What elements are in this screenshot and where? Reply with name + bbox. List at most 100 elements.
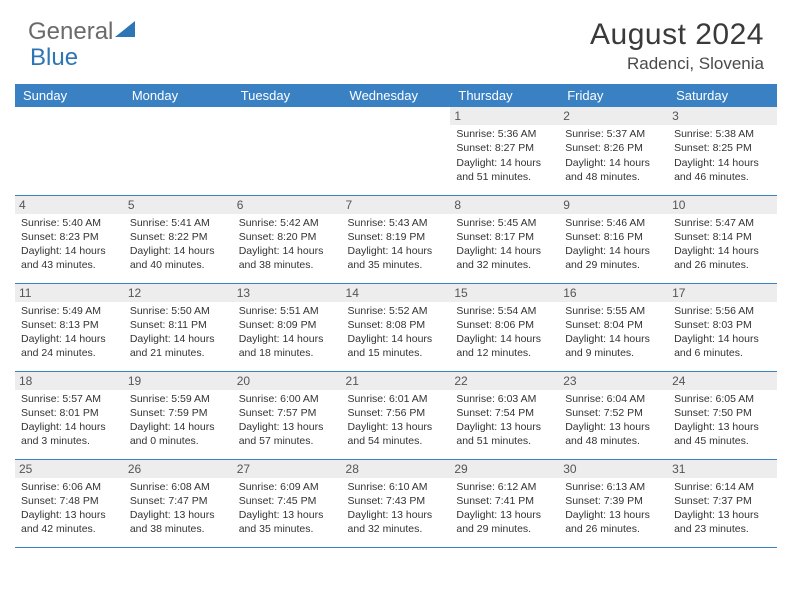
calendar-day-cell: 24Sunrise: 6:05 AMSunset: 7:50 PMDayligh… xyxy=(668,371,777,459)
daylight-line: Daylight: 14 hours and 51 minutes. xyxy=(456,156,553,184)
daylight-line: Daylight: 14 hours and 43 minutes. xyxy=(21,244,118,272)
sunset-line: Sunset: 8:11 PM xyxy=(130,318,227,332)
calendar-week-row: 4Sunrise: 5:40 AMSunset: 8:23 PMDaylight… xyxy=(15,195,777,283)
calendar-day-cell: 29 Sunrise: 6:12 AMSunset: 7:41 PMDayligh… xyxy=(450,459,559,547)
logo: General xyxy=(28,18,135,46)
daylight-line: Daylight: 14 hours and 9 minutes. xyxy=(565,332,662,360)
sunset-line: Sunset: 7:57 PM xyxy=(239,406,336,420)
weekday-header: Monday xyxy=(124,84,233,107)
sunrise-line: Sunrise: 6:05 AM xyxy=(674,392,771,406)
sunset-line: Sunset: 8:08 PM xyxy=(348,318,445,332)
sunrise-line: Sunrise: 6:00 AM xyxy=(239,392,336,406)
logo-text-general: General xyxy=(28,18,113,46)
sunset-line: Sunset: 8:20 PM xyxy=(239,230,336,244)
day-number: 24 xyxy=(668,372,777,390)
day-number: 7 xyxy=(342,196,451,214)
weekday-header: Thursday xyxy=(450,84,559,107)
sunrise-line: Sunrise: 6:10 AM xyxy=(348,480,445,494)
triangle-icon xyxy=(115,21,135,37)
sunset-line: Sunset: 7:59 PM xyxy=(130,406,227,420)
calendar-day-cell: 25Sunrise: 6:06 AMSunset: 7:48 PMDayligh… xyxy=(15,459,124,547)
daylight-line: Daylight: 14 hours and 18 minutes. xyxy=(239,332,336,360)
day-number: 19 xyxy=(124,372,233,390)
calendar-day-cell xyxy=(15,107,124,195)
calendar-week-row: 18 Sunrise: 5:57 AMSunset: 8:01 PM Dayligh… xyxy=(15,371,777,459)
daylight-line: Daylight: 14 hours and 21 minutes. xyxy=(130,332,227,360)
calendar-day-cell: 9Sunrise: 5:46 AMSunset: 8:16 PMDaylight… xyxy=(559,195,668,283)
sunset-line: Sunset: 7:52 PM xyxy=(565,406,662,420)
sunset-line: Sunset: 8:27 PM xyxy=(456,141,553,155)
daylight-line: Daylight: 14 hours and 6 minutes. xyxy=(674,332,771,360)
day-number: 18 xyxy=(15,372,124,390)
daylight-line: Daylight: 13 hours and 29 minutes. xyxy=(456,508,553,536)
calendar-day-cell: 20Sunrise: 6:00 AMSunset: 7:57 PMDayligh… xyxy=(233,371,342,459)
sunset-line: Sunset: 8:19 PM xyxy=(348,230,445,244)
calendar-day-cell: 21Sunrise: 6:01 AMSunset: 7:56 PMDayligh… xyxy=(342,371,451,459)
calendar-day-cell: 1Sunrise: 5:36 AMSunset: 8:27 PMDaylight… xyxy=(450,107,559,195)
daylight-line: Daylight: 13 hours and 42 minutes. xyxy=(21,508,118,536)
page-header: General August 2024 Radenci, Slovenia xyxy=(0,0,792,84)
daylight-line: Daylight: 14 hours and 0 minutes. xyxy=(130,420,227,448)
daylight-line: Daylight: 13 hours and 54 minutes. xyxy=(348,420,445,448)
sunset-line: Sunset: 8:03 PM xyxy=(674,318,771,332)
day-number: 31 xyxy=(668,460,777,478)
calendar-week-row: 25Sunrise: 6:06 AMSunset: 7:48 PMDayligh… xyxy=(15,459,777,547)
sunrise-line: Sunrise: 5:41 AM xyxy=(130,216,227,230)
sunrise-line: Sunrise: 5:51 AM xyxy=(239,304,336,318)
calendar-day-cell xyxy=(233,107,342,195)
calendar-day-cell: 28Sunrise: 6:10 AMSunset: 7:43 PMDayligh… xyxy=(342,459,451,547)
calendar-week-row: 11Sunrise: 5:49 AMSunset: 8:13 PMDayligh… xyxy=(15,283,777,371)
calendar-day-cell: 11Sunrise: 5:49 AMSunset: 8:13 PMDayligh… xyxy=(15,283,124,371)
day-number: 5 xyxy=(124,196,233,214)
sunset-line: Sunset: 7:54 PM xyxy=(456,406,553,420)
calendar-day-cell: 30Sunrise: 6:13 AMSunset: 7:39 PMDayligh… xyxy=(559,459,668,547)
day-number: 21 xyxy=(342,372,451,390)
day-number: 10 xyxy=(668,196,777,214)
weekday-header-row: SundayMondayTuesdayWednesdayThursdayFrid… xyxy=(15,84,777,107)
sunset-line: Sunset: 8:01 PM xyxy=(21,406,118,420)
sunrise-line: Sunrise: 5:56 AM xyxy=(674,304,771,318)
sunrise-line: Sunrise: 5:52 AM xyxy=(348,304,445,318)
daylight-line: Daylight: 13 hours and 26 minutes. xyxy=(565,508,662,536)
sunset-line: Sunset: 8:16 PM xyxy=(565,230,662,244)
calendar-day-cell: 15Sunrise: 5:54 AMSunset: 8:06 PMDayligh… xyxy=(450,283,559,371)
sunset-line: Sunset: 7:43 PM xyxy=(348,494,445,508)
sunset-line: Sunset: 8:17 PM xyxy=(456,230,553,244)
sunrise-line: Sunrise: 5:46 AM xyxy=(565,216,662,230)
sunrise-line: Sunrise: 6:12 AM xyxy=(456,480,553,494)
calendar-week-row: 1Sunrise: 5:36 AMSunset: 8:27 PMDaylight… xyxy=(15,107,777,195)
weekday-header: Sunday xyxy=(15,84,124,107)
sunrise-line: Sunrise: 5:55 AM xyxy=(565,304,662,318)
day-number: 12 xyxy=(124,284,233,302)
sunrise-line: Sunrise: 6:04 AM xyxy=(565,392,662,406)
calendar-day-cell xyxy=(342,107,451,195)
weekday-header: Wednesday xyxy=(342,84,451,107)
daylight-line: Daylight: 14 hours and 24 minutes. xyxy=(21,332,118,360)
daylight-line: Daylight: 13 hours and 45 minutes. xyxy=(674,420,771,448)
daylight-line: Daylight: 14 hours and 46 minutes. xyxy=(674,156,771,184)
daylight-line: Daylight: 13 hours and 38 minutes. xyxy=(130,508,227,536)
day-number: 16 xyxy=(559,284,668,302)
day-number: 8 xyxy=(450,196,559,214)
day-number: 29 xyxy=(450,460,559,478)
daylight-line: Daylight: 13 hours and 35 minutes. xyxy=(239,508,336,536)
sunset-line: Sunset: 7:41 PM xyxy=(456,494,553,508)
daylight-line: Daylight: 14 hours and 38 minutes. xyxy=(239,244,336,272)
day-number: 13 xyxy=(233,284,342,302)
day-number: 1 xyxy=(450,107,559,125)
sunrise-line: Sunrise: 5:59 AM xyxy=(130,392,227,406)
sunrise-line: Sunrise: 5:57 AM xyxy=(21,392,118,406)
calendar-day-cell: 16Sunrise: 5:55 AMSunset: 8:04 PMDayligh… xyxy=(559,283,668,371)
day-number: 3 xyxy=(668,107,777,125)
calendar-day-cell: 5Sunrise: 5:41 AMSunset: 8:22 PMDaylight… xyxy=(124,195,233,283)
day-number: 25 xyxy=(15,460,124,478)
calendar-day-cell: 23Sunrise: 6:04 AMSunset: 7:52 PMDayligh… xyxy=(559,371,668,459)
daylight-line: Daylight: 14 hours and 29 minutes. xyxy=(565,244,662,272)
sunrise-line: Sunrise: 5:38 AM xyxy=(674,127,771,141)
day-number: 28 xyxy=(342,460,451,478)
sunset-line: Sunset: 7:45 PM xyxy=(239,494,336,508)
sunrise-line: Sunrise: 5:50 AM xyxy=(130,304,227,318)
daylight-line: Daylight: 14 hours and 12 minutes. xyxy=(456,332,553,360)
day-number: 14 xyxy=(342,284,451,302)
sunset-line: Sunset: 8:09 PM xyxy=(239,318,336,332)
